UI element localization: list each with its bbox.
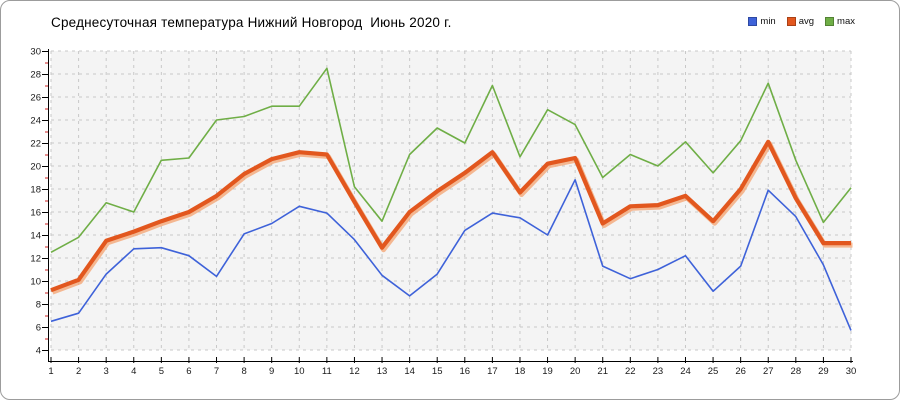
x-tick-label: 21: [597, 366, 608, 377]
avg-series-halo: [51, 141, 853, 295]
x-tick-label: 19: [542, 366, 553, 377]
x-tick-label: 13: [377, 366, 388, 377]
x-tick-label: 11: [322, 366, 332, 377]
x-tick-label: 24: [680, 366, 691, 377]
legend-label-max: max: [837, 16, 855, 27]
legend-swatch-avg-icon: [786, 17, 796, 26]
y-tick-label: 14: [30, 231, 41, 242]
x-tick-label: 14: [404, 366, 415, 377]
y-tick-label: 18: [30, 185, 41, 196]
legend-swatch-max-icon: [825, 17, 835, 26]
x-tick-label: 12: [349, 366, 360, 377]
x-tick-label: 22: [625, 366, 636, 377]
y-tick-label: 16: [30, 208, 41, 219]
x-tick-label: 6: [186, 366, 191, 377]
x-tick-label: 2: [76, 366, 81, 377]
x-tick-label: 27: [763, 366, 774, 377]
x-tick-label: 5: [159, 366, 164, 377]
y-tick-label: 6: [36, 323, 41, 334]
legend-swatch-min-icon: [748, 17, 758, 26]
x-tick-label: 4: [131, 366, 136, 377]
y-tick-label: 24: [30, 116, 41, 127]
x-tick-label: 15: [432, 366, 443, 377]
y-tick-label: 26: [30, 93, 41, 104]
x-tick-label: 28: [791, 366, 802, 377]
y-tick-label: 22: [30, 139, 41, 150]
y-tick-label: 28: [30, 70, 41, 81]
x-tick-label: 7: [214, 366, 219, 377]
x-tick-label: 30: [846, 366, 857, 377]
x-tick-label: 29: [818, 366, 829, 377]
x-tick-label: 17: [487, 366, 498, 377]
legend-item-min: min: [748, 16, 776, 27]
x-tick-label: 9: [269, 366, 274, 377]
x-tick-label: 26: [735, 366, 746, 377]
y-tick-label: 4: [36, 346, 41, 357]
legend-label-avg: avg: [798, 16, 815, 27]
y-tick-label: 10: [30, 277, 41, 288]
legend-label-min: min: [760, 16, 776, 27]
y-tick-label: 12: [30, 254, 41, 265]
x-tick-label: 18: [515, 366, 526, 377]
x-tick-label: 1: [48, 366, 53, 377]
y-tick-label: 20: [30, 162, 41, 173]
x-tick-label: 8: [241, 366, 246, 377]
y-tick-label: 30: [30, 47, 41, 58]
y-tick-label: 8: [36, 300, 41, 311]
x-tick-label: 3: [104, 366, 109, 377]
plot-area: [51, 51, 851, 350]
max-series-line: [50, 67, 852, 254]
legend-item-max: max: [825, 16, 855, 27]
x-tick-label: 23: [653, 366, 664, 377]
legend-item-avg: avg: [786, 16, 815, 27]
legend: min avg max: [748, 16, 855, 27]
x-tick-label: 25: [708, 366, 719, 377]
min-series-line: [50, 179, 852, 331]
x-tick-label: 16: [460, 366, 471, 377]
x-tick-label: 10: [294, 366, 305, 377]
chart-title: Среднесуточная температура Нижний Новгор…: [51, 15, 452, 30]
avg-series-line: [50, 139, 851, 293]
x-tick-label: 20: [570, 366, 581, 377]
